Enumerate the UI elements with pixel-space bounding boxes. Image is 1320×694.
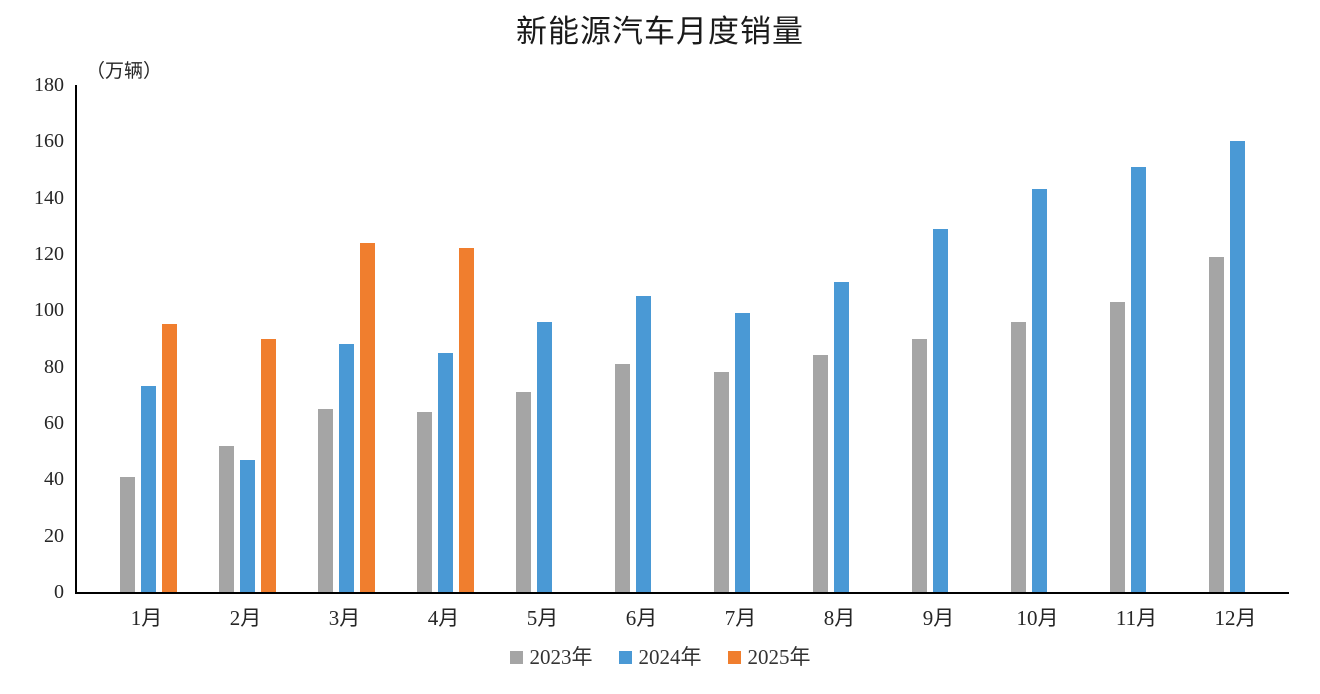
bar-2024-m6 <box>636 296 651 592</box>
bar-2024-m9 <box>933 228 948 592</box>
bar-2023-m1 <box>120 476 135 592</box>
x-axis-label-m2: 2月 <box>229 606 262 630</box>
x-axis-label-m7: 7月 <box>724 606 757 630</box>
bar-2025-m4 <box>459 248 474 592</box>
bar-2023-m4 <box>417 411 432 592</box>
legend: 2023年 2024年 2025年 <box>0 647 1320 668</box>
bar-group-m9 <box>891 85 990 592</box>
legend-swatch-icon <box>727 651 741 664</box>
bar-2024-m3 <box>339 344 354 592</box>
x-axis-label-m5: 5月 <box>526 606 559 630</box>
legend-swatch-icon <box>509 651 523 664</box>
bar-2024-m7 <box>735 313 750 592</box>
x-axis-label-m1: 1月 <box>130 606 163 630</box>
legend-label: 2024年 <box>638 645 702 669</box>
y-axis-tick-label: 140 <box>34 186 64 209</box>
chart-title: 新能源汽车月度销量 <box>516 14 804 49</box>
bar-group-m4 <box>396 85 495 592</box>
bar-2025-m2 <box>261 338 276 592</box>
bar-2024-m10 <box>1032 189 1047 592</box>
legend-swatch-icon <box>618 651 632 664</box>
x-axis-label-m9: 9月 <box>922 606 955 630</box>
y-axis-tick-label: 180 <box>34 74 64 96</box>
x-axis-labels: 1月 2月 3月 4月 5月 6月 7月 8月 9月 10月 11月 12月 <box>75 602 1287 632</box>
x-axis-label-m3: 3月 <box>328 606 361 630</box>
plot-area: 0 20 40 60 80 100 120 140 160 180 <box>34 75 1289 602</box>
bar-group-m3 <box>297 85 396 592</box>
y-axis-unit-label: （万辆） <box>86 61 163 82</box>
bar-2023-m8 <box>813 355 828 592</box>
bar-group-m11 <box>1089 85 1188 592</box>
bar-2023-m7 <box>714 372 729 592</box>
bar-2025-m3 <box>360 242 375 592</box>
legend-item-2023: 2023年 <box>509 645 593 669</box>
bar-groups <box>77 85 1289 592</box>
bar-group-m5 <box>495 85 594 592</box>
bar-2024-m2 <box>240 459 255 592</box>
bar-group-m12 <box>1188 85 1287 592</box>
bar-2024-m12 <box>1230 141 1245 592</box>
bar-2023-m5 <box>516 392 531 592</box>
x-axis-label-m11: 11月 <box>1115 606 1158 630</box>
y-axis-tick-label: 160 <box>34 130 64 153</box>
bar-2023-m10 <box>1011 321 1026 592</box>
y-axis-tick-label: 40 <box>44 468 64 491</box>
y-axis-tick-label: 120 <box>34 243 64 265</box>
bar-2025-m1 <box>162 324 177 592</box>
bar-group-m1 <box>99 85 198 592</box>
bar-2024-m8 <box>834 282 849 592</box>
bar-2024-m11 <box>1131 166 1146 592</box>
bar-2023-m6 <box>615 363 630 592</box>
bar-group-m6 <box>594 85 693 592</box>
y-axis-tick-label: 80 <box>44 355 64 378</box>
y-axis-tick-label: 20 <box>44 524 64 547</box>
bar-2023-m12 <box>1209 256 1224 592</box>
legend-label: 2025年 <box>747 645 811 669</box>
bar-group-m10 <box>990 85 1089 592</box>
bar-2023-m11 <box>1110 301 1125 592</box>
legend-item-2025: 2025年 <box>727 645 811 669</box>
legend-label: 2023年 <box>529 645 593 669</box>
x-axis-label-m6: 6月 <box>625 606 658 630</box>
y-axis-tick-label: 0 <box>54 581 64 603</box>
bar-2023-m2 <box>219 445 234 592</box>
x-axis-label-m12: 12月 <box>1214 606 1257 630</box>
bar-2024-m4 <box>438 352 453 592</box>
bar-2023-m9 <box>912 338 927 592</box>
legend-item-2024: 2024年 <box>618 645 702 669</box>
bar-group-m8 <box>792 85 891 592</box>
y-axis-tick-label: 60 <box>44 412 64 434</box>
bar-2024-m5 <box>537 321 552 592</box>
bar-group-m2 <box>198 85 297 592</box>
bar-2023-m3 <box>318 408 333 592</box>
x-axis-label-m10: 10月 <box>1016 606 1059 630</box>
x-axis-label-m4: 4月 <box>427 606 460 630</box>
bar-2024-m1 <box>141 386 156 592</box>
bar-group-m7 <box>693 85 792 592</box>
x-axis-label-m8: 8月 <box>823 606 856 630</box>
y-axis-tick-label: 100 <box>34 299 64 322</box>
